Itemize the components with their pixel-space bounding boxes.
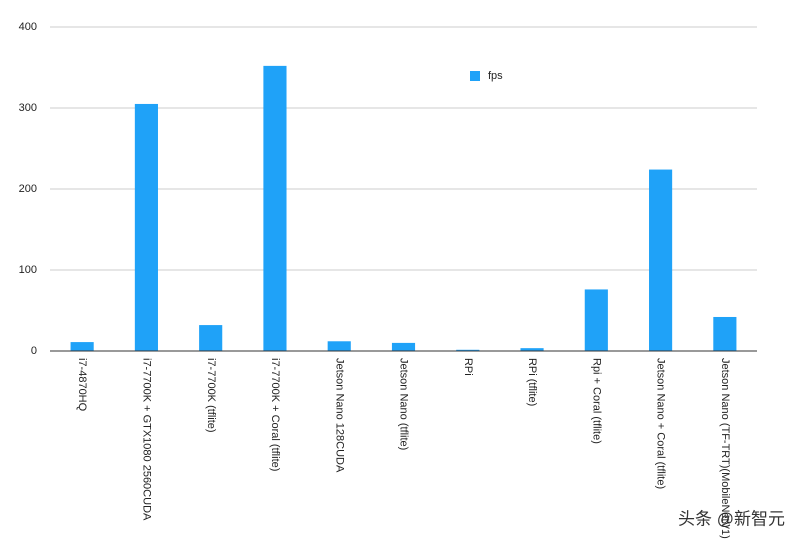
y-tick-label: 200 bbox=[19, 183, 37, 195]
x-tick-label: RPi bbox=[462, 358, 474, 376]
bar bbox=[520, 348, 544, 351]
x-tick-label: i7-7700K + Coral (tflite) bbox=[269, 358, 281, 471]
bar bbox=[713, 316, 737, 351]
x-tick-label: Jetson Nano 128CUDA bbox=[333, 358, 345, 473]
legend-label: fps bbox=[488, 70, 503, 82]
x-tick-label: i7-7700K (tflite) bbox=[205, 358, 217, 433]
bar bbox=[199, 325, 223, 351]
legend-swatch bbox=[470, 71, 480, 81]
x-tick-label: Jetson Nano (TF-TRT)(MobileNetV1) bbox=[719, 358, 731, 539]
bar bbox=[391, 342, 416, 351]
x-tick-label: i7-7700K + GTX1080 2560CUDA bbox=[141, 358, 153, 521]
bar bbox=[456, 349, 480, 351]
bar bbox=[70, 342, 94, 351]
x-tick-label: RPi (tflite) bbox=[526, 358, 538, 406]
y-tick-label: 0 bbox=[31, 345, 37, 357]
bar bbox=[327, 341, 351, 351]
bar bbox=[584, 289, 608, 351]
x-tick-label: i7-4870HQ bbox=[76, 358, 88, 412]
x-tick-label: Rpi + Coral (tflite) bbox=[590, 358, 602, 444]
watermark: 头条 @新智元 bbox=[678, 509, 785, 528]
y-tick-label: 100 bbox=[19, 264, 37, 276]
x-tick-label: Jetson Nano (tflite) bbox=[398, 358, 410, 450]
y-tick-label: 300 bbox=[19, 102, 37, 114]
bar bbox=[263, 65, 287, 351]
bar bbox=[134, 103, 158, 351]
bar bbox=[649, 169, 673, 351]
y-tick-label: 400 bbox=[19, 21, 37, 33]
x-tick-label: Jetson Nano + Coral (tflite) bbox=[655, 358, 667, 489]
